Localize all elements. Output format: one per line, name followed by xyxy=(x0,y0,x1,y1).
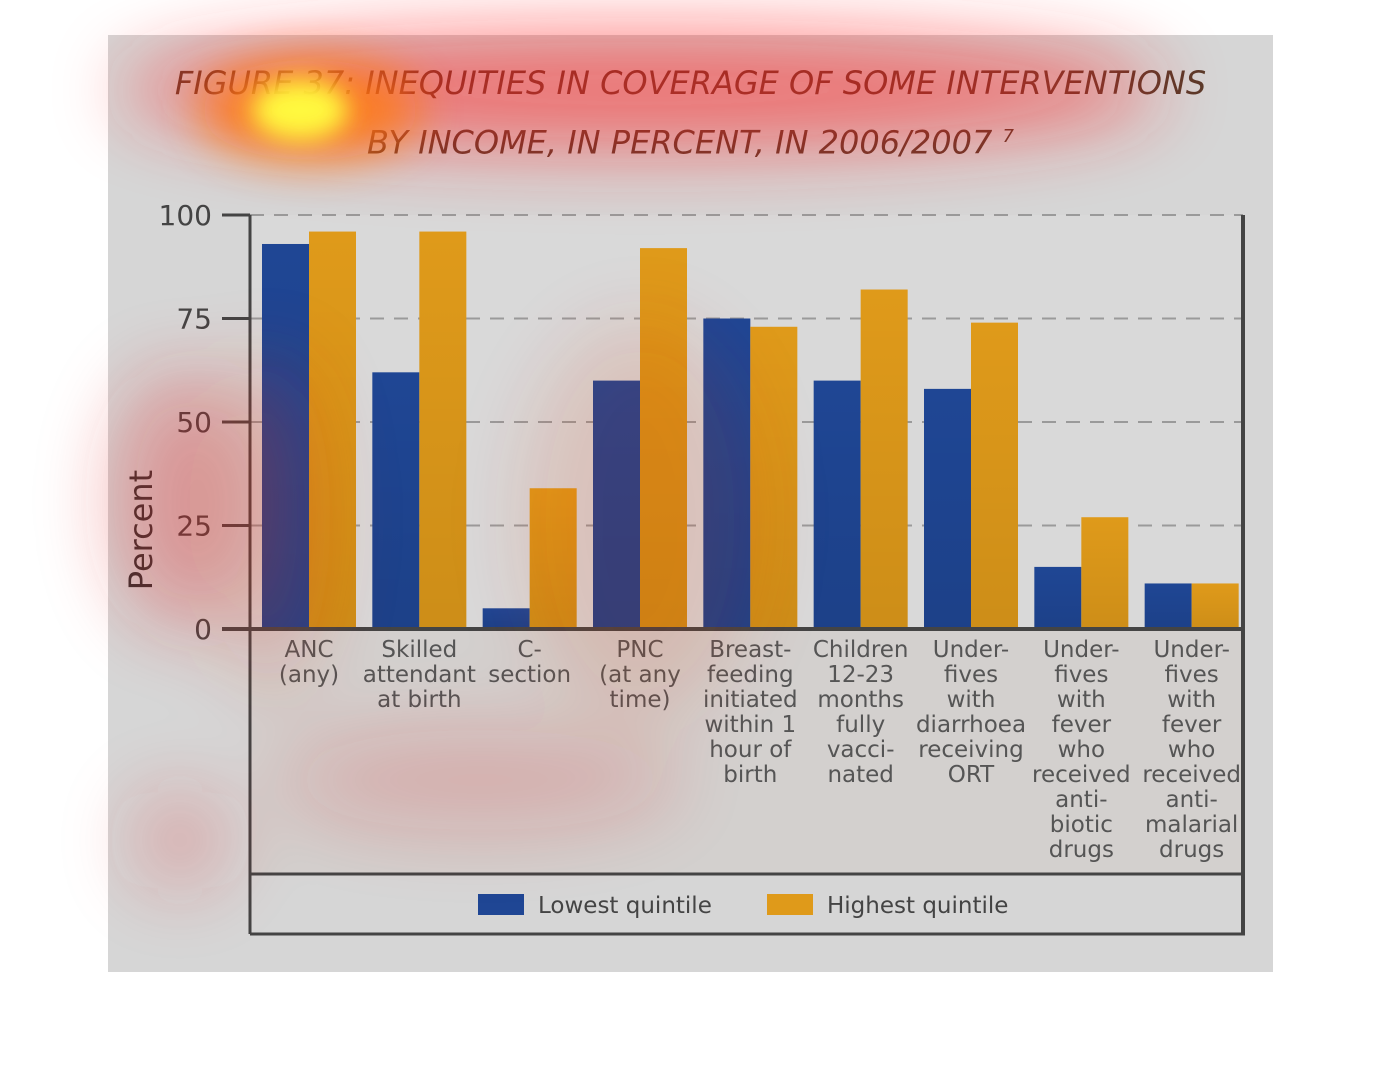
category-label-8-line-3: fever xyxy=(1162,712,1222,738)
category-label-8-line-0: Under- xyxy=(1153,637,1229,663)
category-label-1-line-2: at birth xyxy=(377,687,461,713)
legend: Lowest quintile Highest quintile xyxy=(478,893,1008,919)
category-label-6-line-1: fives xyxy=(944,662,998,688)
category-label-5-line-5: nated xyxy=(827,762,893,788)
category-label-7-line-4: who xyxy=(1058,737,1105,763)
bar-shade-0-2 xyxy=(482,608,530,629)
bar-shade-1-7 xyxy=(1081,517,1129,629)
category-label-8-line-4: who xyxy=(1168,737,1215,763)
bar-shade-0-8 xyxy=(1144,583,1192,629)
category-label-4-line-5: birth xyxy=(723,762,777,788)
legend-label-0: Lowest quintile xyxy=(538,893,712,919)
bar-shade-0-7 xyxy=(1034,566,1082,629)
bar-shade-1-2 xyxy=(529,488,577,629)
bar-shade-1-6 xyxy=(971,322,1018,629)
bar-shade-0-6 xyxy=(924,388,971,629)
category-label-5-line-4: vacci- xyxy=(827,737,895,763)
category-label-4-line-0: Breast- xyxy=(709,637,791,663)
bar-shade-0-0 xyxy=(262,243,309,630)
category-label-8-line-8: drugs xyxy=(1159,837,1224,863)
category-label-8-line-5: received xyxy=(1142,762,1241,788)
category-label-7-line-3: fever xyxy=(1052,712,1112,738)
y-axis-label: Percent xyxy=(122,470,160,590)
category-label-7-line-1: fives xyxy=(1054,662,1108,688)
category-label-7-line-2: with xyxy=(1057,687,1106,713)
y-tick-label-100: 100 xyxy=(159,199,212,232)
category-label-2-line-0: C- xyxy=(517,637,541,663)
y-tick-label-50: 50 xyxy=(176,406,212,439)
category-label-7: Under-fives with fever who received anti-biot… xyxy=(1032,637,1131,863)
category-label-0: ANC (any) xyxy=(279,637,339,688)
bar-shade-0-4 xyxy=(703,318,751,629)
category-label-7-line-5: received xyxy=(1032,762,1131,788)
bar-shade-1-3 xyxy=(640,248,687,629)
category-label-6-line-5: ORT xyxy=(948,762,995,788)
category-label-6-line-3: diarrhoea xyxy=(916,712,1026,738)
category-label-3-line-2: time) xyxy=(610,687,671,713)
category-label-1-line-0: Skilled xyxy=(381,637,457,663)
category-label-8-line-6: anti- xyxy=(1165,787,1217,813)
bar-shade-1-1 xyxy=(419,231,467,629)
category-label-1: Skilled attendant at birth xyxy=(363,637,476,713)
legend-swatch-1 xyxy=(767,894,813,915)
legend-label-1: Highest quintile xyxy=(827,893,1008,919)
y-tick-label-0: 0 xyxy=(194,613,212,646)
category-label-3-line-1: (at any xyxy=(599,662,681,688)
bar-shade-0-1 xyxy=(372,372,420,629)
category-label-7-line-8: drugs xyxy=(1049,837,1114,863)
category-label-8-line-2: with xyxy=(1167,687,1216,713)
category-label-6: Under-fives with diarrhoea receiving ORT xyxy=(916,637,1026,788)
bar-shade-1-5 xyxy=(860,289,908,629)
category-label-5: Children 12-23 months fully vacci-nated xyxy=(813,637,909,788)
bar-shade-1-8 xyxy=(1191,583,1239,629)
y-tick-label-25: 25 xyxy=(176,510,212,543)
category-label-8: Under-fives with fever who received anti-mala… xyxy=(1142,637,1241,863)
bar-shade-0-5 xyxy=(813,380,861,629)
category-label-1-line-1: attendant xyxy=(363,662,476,688)
category-label-7-line-0: Under- xyxy=(1043,637,1119,663)
category-label-8-line-1: fives xyxy=(1165,662,1219,688)
category-label-8-line-7: malarial xyxy=(1145,812,1238,838)
category-label-7-line-6: anti- xyxy=(1055,787,1107,813)
category-label-0-line-1: (any) xyxy=(279,662,339,688)
category-label-7-line-7: biotic xyxy=(1050,812,1113,838)
bar-shade-1-4 xyxy=(750,326,798,629)
legend-swatch-0 xyxy=(478,894,524,915)
bar-shade-0-3 xyxy=(593,380,640,629)
category-label-4-line-3: within 1 xyxy=(704,712,796,738)
category-label-3-line-0: PNC xyxy=(616,637,663,663)
category-label-5-line-3: fully xyxy=(836,712,885,738)
category-label-6-line-4: receiving xyxy=(918,737,1023,763)
category-label-5-line-0: Children xyxy=(813,637,909,663)
y-tick-label-75: 75 xyxy=(176,303,212,336)
category-label-2-line-1: section xyxy=(488,662,571,688)
category-label-5-line-1: 12-23 xyxy=(827,662,894,688)
category-label-5-line-2: months xyxy=(817,687,904,713)
category-label-0-line-0: ANC xyxy=(285,637,334,663)
category-label-4-line-2: initiated xyxy=(703,687,798,713)
category-label-6-line-2: with xyxy=(947,687,996,713)
category-label-4-line-4: hour of xyxy=(709,737,792,763)
bar-shade-1-0 xyxy=(309,231,356,629)
category-label-4-line-1: feeding xyxy=(707,662,794,688)
category-label-6-line-0: Under- xyxy=(933,637,1009,663)
